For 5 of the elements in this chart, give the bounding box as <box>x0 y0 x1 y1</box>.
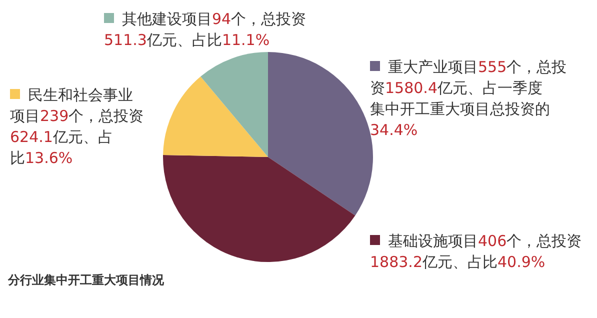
pie-slice <box>163 76 268 157</box>
text: 分行业集中开工重大项目情况 <box>7 273 165 287</box>
pie-slice <box>163 155 356 262</box>
pie-slice <box>200 52 268 157</box>
category-label: 基础设施项目406个，总投资1883.2亿元、占比40.9% <box>370 232 582 271</box>
